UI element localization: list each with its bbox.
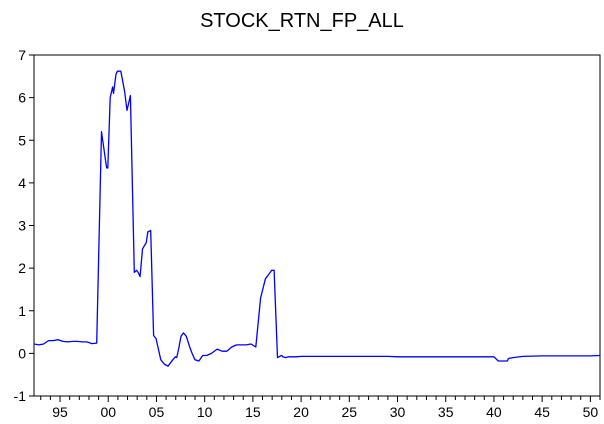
x-tick-label: 40 bbox=[486, 404, 502, 420]
x-tick-label: 95 bbox=[52, 404, 68, 420]
y-tick-label: 7 bbox=[18, 47, 26, 63]
x-tick-label: 00 bbox=[100, 404, 116, 420]
y-tick-label: 2 bbox=[18, 260, 26, 276]
x-tick-label: 25 bbox=[342, 404, 358, 420]
series-layer bbox=[33, 70, 601, 367]
y-axis: -1 0 1 2 3 4 5 6 7 bbox=[14, 47, 34, 404]
x-tick-label: 20 bbox=[293, 404, 309, 420]
x-tick-label: 15 bbox=[245, 404, 261, 420]
x-tick-label: 50 bbox=[583, 404, 599, 420]
y-tick-label: 4 bbox=[18, 175, 26, 191]
y-tick-label: 5 bbox=[18, 132, 26, 148]
x-axis: 95 00 05 10 15 20 25 30 35 40 45 50 bbox=[40, 396, 601, 420]
y-tick-label: 3 bbox=[18, 218, 26, 234]
y-tick-label: 6 bbox=[18, 90, 26, 106]
x-tick-label: 10 bbox=[197, 404, 213, 420]
chart-title: STOCK_RTN_FP_ALL bbox=[200, 10, 404, 32]
x-tick-label: 35 bbox=[438, 404, 454, 420]
plot-frame bbox=[33, 54, 601, 397]
series-line bbox=[33, 70, 601, 367]
y-tick-label: 1 bbox=[18, 303, 26, 319]
y-tick-label: 0 bbox=[18, 345, 26, 361]
x-tick-label: 45 bbox=[534, 404, 550, 420]
x-tick-label: 30 bbox=[390, 404, 406, 420]
x-tick-label: 05 bbox=[149, 404, 165, 420]
y-tick-label: -1 bbox=[14, 388, 27, 404]
